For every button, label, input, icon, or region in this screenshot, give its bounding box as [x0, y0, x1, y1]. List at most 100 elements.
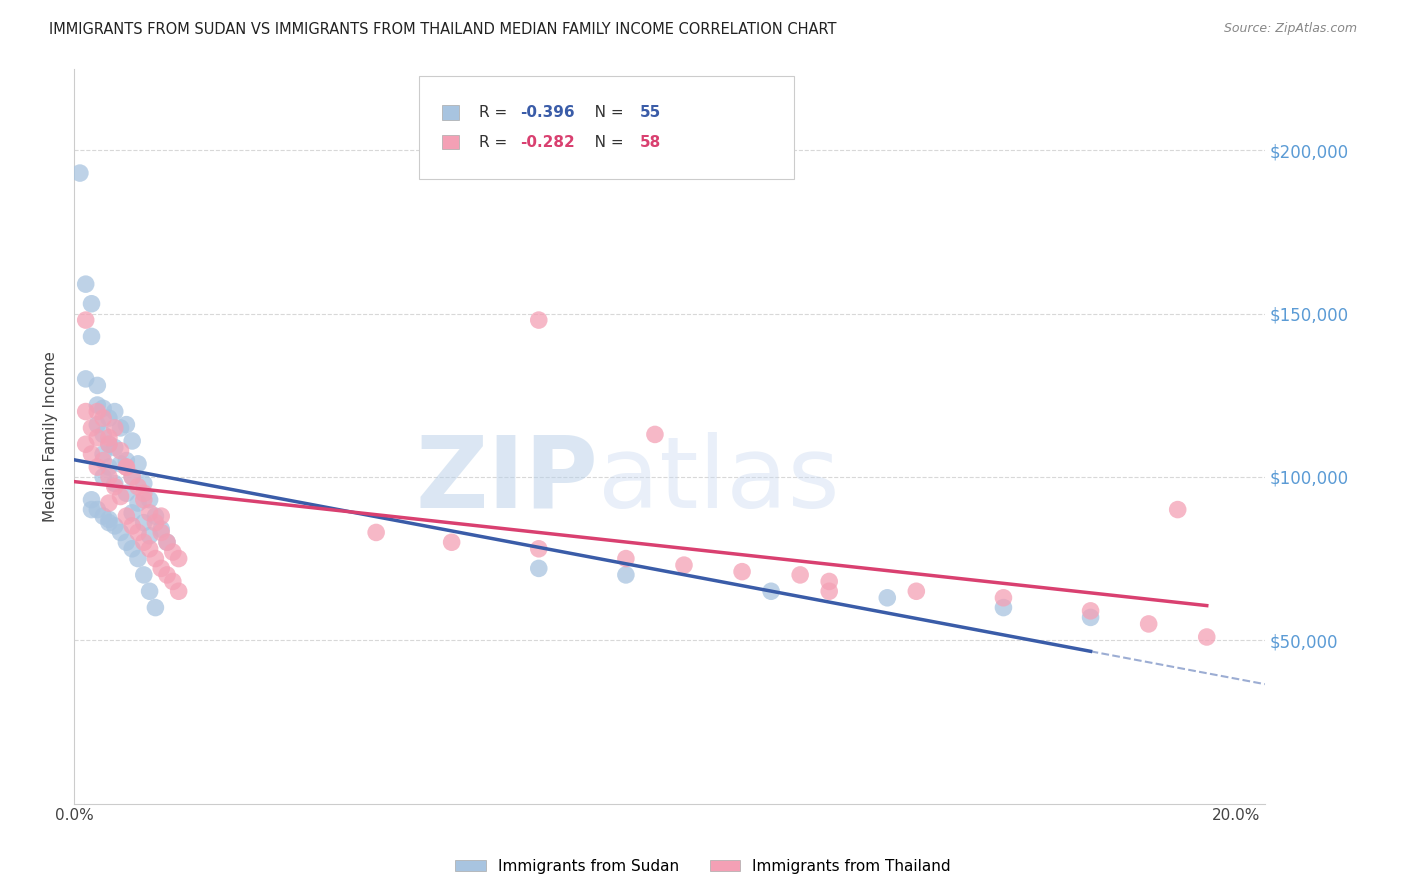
- Point: [115, 460, 138, 475]
- Point: [145, 551, 167, 566]
- Point: [993, 591, 1015, 605]
- Point: [121, 519, 143, 533]
- Point: [97, 437, 120, 451]
- Point: [162, 545, 184, 559]
- Point: [672, 558, 695, 573]
- Point: [818, 574, 841, 589]
- Point: [644, 427, 666, 442]
- Point: [162, 574, 184, 589]
- Point: [80, 297, 103, 311]
- Point: [110, 525, 132, 540]
- Point: [138, 506, 160, 520]
- Point: [1137, 616, 1160, 631]
- Point: [115, 509, 138, 524]
- Text: Source: ZipAtlas.com: Source: ZipAtlas.com: [1223, 22, 1357, 36]
- Point: [75, 404, 97, 418]
- Text: atlas: atlas: [598, 432, 839, 529]
- Point: [121, 541, 143, 556]
- Point: [145, 509, 167, 524]
- Point: [121, 470, 143, 484]
- Point: [127, 480, 149, 494]
- Point: [80, 329, 103, 343]
- Point: [75, 437, 97, 451]
- Point: [132, 568, 155, 582]
- Point: [876, 591, 898, 605]
- Point: [110, 421, 132, 435]
- Point: [1080, 610, 1102, 624]
- Point: [127, 496, 149, 510]
- Text: -0.282: -0.282: [520, 135, 575, 150]
- Point: [91, 470, 114, 484]
- Text: N =: N =: [581, 105, 628, 120]
- Point: [97, 411, 120, 425]
- Point: [97, 437, 120, 451]
- Point: [104, 480, 127, 494]
- Point: [97, 431, 120, 445]
- Text: -0.396: -0.396: [520, 105, 575, 120]
- Text: ZIP: ZIP: [415, 432, 598, 529]
- Point: [138, 529, 160, 543]
- Point: [1080, 604, 1102, 618]
- Point: [138, 492, 160, 507]
- Point: [91, 447, 114, 461]
- Point: [91, 401, 114, 416]
- Point: [86, 404, 108, 418]
- Point: [110, 443, 132, 458]
- Point: [731, 565, 754, 579]
- Point: [145, 516, 167, 530]
- Point: [91, 453, 114, 467]
- Point: [69, 166, 91, 180]
- Point: [138, 584, 160, 599]
- Text: N =: N =: [581, 135, 628, 150]
- Point: [121, 434, 143, 448]
- Point: [121, 506, 143, 520]
- Point: [110, 490, 132, 504]
- Text: 55: 55: [640, 105, 661, 120]
- Point: [789, 568, 811, 582]
- Point: [104, 421, 127, 435]
- FancyBboxPatch shape: [441, 135, 460, 149]
- Point: [440, 535, 463, 549]
- Point: [132, 516, 155, 530]
- Point: [614, 551, 637, 566]
- Point: [167, 551, 190, 566]
- Point: [80, 492, 103, 507]
- FancyBboxPatch shape: [419, 76, 794, 178]
- Point: [759, 584, 782, 599]
- Point: [1167, 502, 1189, 516]
- Point: [127, 525, 149, 540]
- Point: [80, 502, 103, 516]
- Text: R =: R =: [479, 105, 512, 120]
- Y-axis label: Median Family Income: Median Family Income: [44, 351, 58, 522]
- Point: [104, 441, 127, 455]
- Point: [97, 496, 120, 510]
- Point: [145, 600, 167, 615]
- Text: 58: 58: [640, 135, 661, 150]
- Point: [86, 398, 108, 412]
- Point: [138, 541, 160, 556]
- Point: [905, 584, 928, 599]
- Point: [132, 492, 155, 507]
- Point: [91, 509, 114, 524]
- Point: [115, 486, 138, 500]
- Point: [97, 470, 120, 484]
- Point: [366, 525, 388, 540]
- Point: [97, 516, 120, 530]
- Point: [818, 584, 841, 599]
- Text: IMMIGRANTS FROM SUDAN VS IMMIGRANTS FROM THAILAND MEDIAN FAMILY INCOME CORRELATI: IMMIGRANTS FROM SUDAN VS IMMIGRANTS FROM…: [49, 22, 837, 37]
- Point: [86, 460, 108, 475]
- Text: R =: R =: [479, 135, 512, 150]
- Point: [527, 561, 550, 575]
- Point: [115, 535, 138, 549]
- Point: [132, 476, 155, 491]
- Point: [156, 568, 179, 582]
- Point: [80, 421, 103, 435]
- Point: [150, 522, 173, 536]
- Point: [132, 486, 155, 500]
- Point: [97, 512, 120, 526]
- Point: [993, 600, 1015, 615]
- Point: [132, 535, 155, 549]
- Point: [104, 519, 127, 533]
- Point: [86, 378, 108, 392]
- Point: [614, 568, 637, 582]
